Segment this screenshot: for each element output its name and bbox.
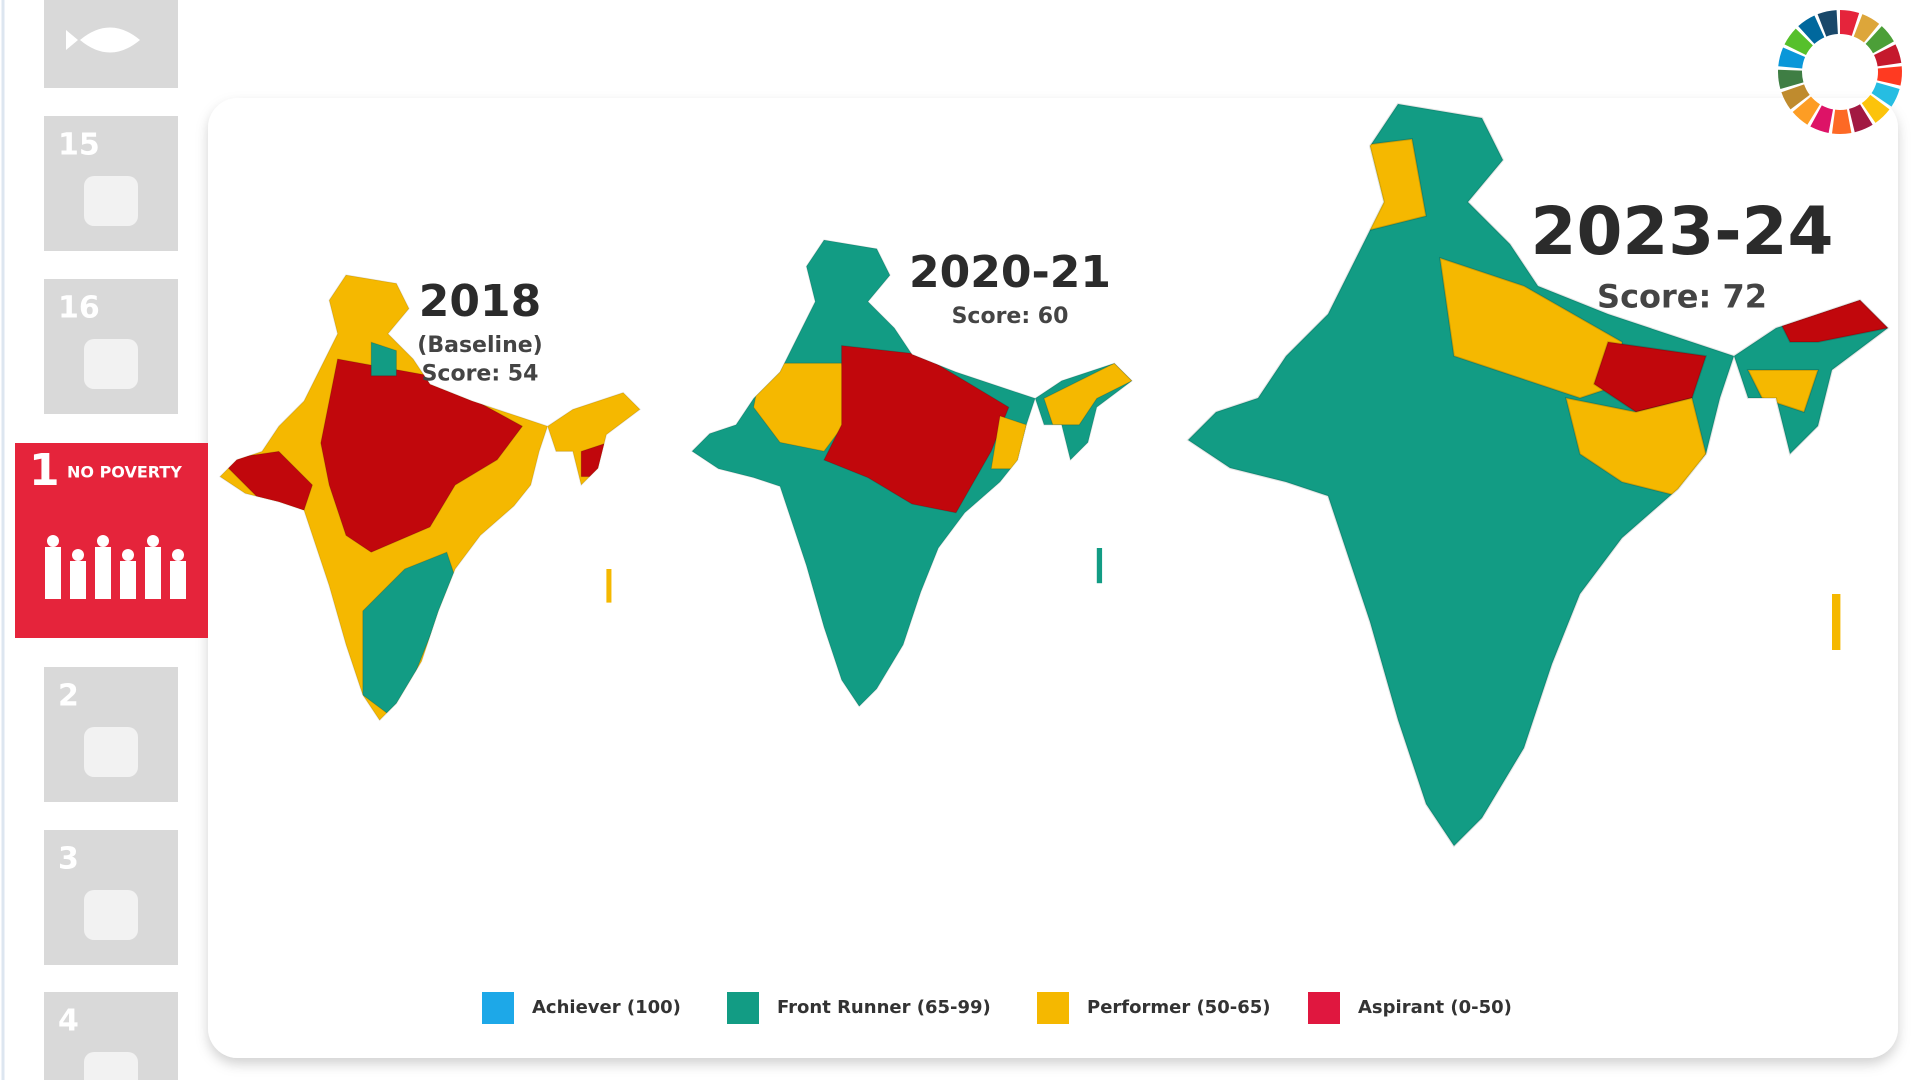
map-year: 2023-24 [1531, 193, 1834, 270]
sdg-number: 15 [58, 128, 100, 163]
wheel-segment [1877, 66, 1902, 86]
wheel-segment [1832, 109, 1852, 134]
person-body [70, 561, 86, 599]
wheel-segment [1853, 14, 1880, 43]
wheel-segment [1861, 94, 1890, 123]
sdg-icon [84, 176, 138, 226]
sidebar: 15 16 1 NO POVERTY 2 3 4 [15, 0, 208, 1080]
sdg-icon [84, 1052, 138, 1080]
islands [1832, 594, 1841, 650]
sdg-number: 2 [58, 679, 79, 714]
sdg-label: NO POVERTY [67, 463, 182, 482]
islands [606, 569, 612, 603]
person-head [122, 549, 134, 561]
sdg-icon [84, 339, 138, 389]
wheel-segment [1874, 44, 1902, 67]
map-score: Score: 72 [1597, 278, 1767, 316]
legend-label: Front Runner (65-99) [777, 997, 991, 1018]
wheel-segment [1777, 69, 1804, 89]
map-score: Score: 54 [422, 361, 539, 386]
wheel-segment [1840, 10, 1860, 36]
person-head [72, 549, 84, 561]
person-head [172, 549, 184, 561]
state-region [823, 344, 1010, 514]
sdg-number: 3 [58, 842, 79, 877]
wheel-segment [1798, 15, 1825, 44]
wheel-segment [1781, 84, 1810, 110]
sdg-wheel [1777, 10, 1902, 134]
legend-label: Achiever (100) [532, 997, 681, 1018]
map-score: Score: 60 [952, 304, 1069, 329]
person-head [97, 535, 109, 547]
person-body [120, 561, 136, 599]
legend-label: Aspirant (0-50) [1358, 997, 1512, 1018]
map-subtitle: (Baseline) [417, 333, 542, 358]
wheel-segment [1865, 26, 1894, 54]
legend: Achiever (100) Front Runner (65-99) Perfor… [482, 992, 1512, 1024]
wheel-segment [1778, 47, 1806, 69]
wheel-segment [1784, 28, 1813, 56]
sdg-number: 1 [29, 445, 60, 496]
wheel-segment [1817, 10, 1838, 37]
wheel-segment [1849, 104, 1873, 133]
legend-swatch [727, 992, 759, 1024]
person-head [147, 535, 159, 547]
legend-swatch [1308, 992, 1340, 1024]
legend-swatch [482, 992, 514, 1024]
islands [1096, 548, 1103, 584]
person-body [170, 561, 186, 599]
state-region [220, 450, 314, 511]
person-head [47, 535, 59, 547]
map-year: 2020-21 [909, 247, 1111, 298]
legend-label: Performer (50-65) [1087, 997, 1270, 1018]
map-outline [690, 239, 1134, 708]
fish-icon [66, 27, 140, 53]
wheel-segment [1871, 82, 1900, 107]
legend-swatch [1037, 992, 1069, 1024]
state-region [1438, 256, 1623, 399]
wheel-segment [1792, 96, 1820, 125]
map-year: 2018 [419, 276, 541, 327]
sdg-number: 4 [58, 1004, 79, 1039]
map-outline [1186, 102, 1890, 848]
person-body [145, 547, 161, 599]
state-region [320, 358, 524, 553]
state-region [370, 341, 397, 377]
person-body [95, 547, 111, 599]
wheel-segment [1810, 105, 1834, 133]
map-outline [219, 274, 641, 722]
sdg-icon [84, 890, 138, 940]
person-body [45, 547, 61, 599]
sdg-number: 16 [58, 291, 100, 326]
sdg-icon [84, 727, 138, 777]
state-region [1746, 369, 1820, 414]
